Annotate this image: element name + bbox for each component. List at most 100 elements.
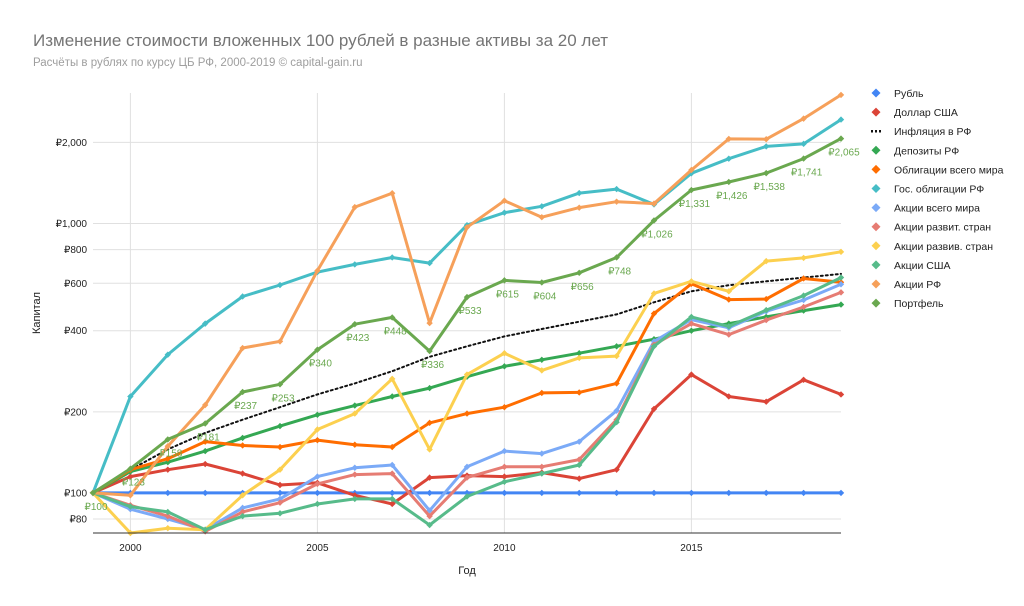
- data-point: [202, 526, 209, 533]
- legend-swatch: [871, 279, 881, 289]
- data-point: [426, 319, 433, 327]
- data-point: [837, 281, 845, 288]
- data-point: [800, 489, 807, 497]
- data-point: [202, 447, 209, 455]
- data-point: [725, 155, 732, 162]
- data-point: [725, 323, 732, 330]
- legend-swatch: [871, 260, 881, 270]
- data-point: [837, 274, 845, 281]
- data-label: ₽656: [571, 282, 594, 293]
- data-point: [501, 447, 508, 455]
- data-point: [127, 492, 134, 499]
- data-point: [351, 492, 358, 499]
- data-point: [800, 140, 807, 148]
- data-point: [202, 489, 209, 497]
- data-point: [576, 475, 583, 482]
- data-point: [276, 381, 284, 388]
- data-point: [800, 275, 807, 282]
- data-point: [837, 248, 845, 256]
- data-label: ₽2,065: [828, 148, 860, 159]
- data-point: [800, 376, 807, 383]
- legend-label: Акции США: [894, 260, 950, 272]
- data-point: [650, 217, 658, 224]
- data-point: [127, 473, 134, 480]
- data-point: [538, 463, 545, 471]
- data-point: [538, 356, 545, 363]
- data-point: [501, 478, 508, 485]
- data-point: [763, 398, 770, 405]
- data-point: [576, 204, 583, 211]
- data-point: [202, 320, 209, 327]
- data-point: [239, 504, 246, 512]
- y-tick-label: ₽80: [70, 515, 88, 526]
- data-point: [426, 474, 433, 481]
- data-point: [837, 489, 845, 497]
- y-tick-label: ₽1,000: [56, 219, 88, 230]
- data-point: [389, 393, 396, 400]
- data-point: [239, 508, 246, 516]
- data-point: [725, 135, 732, 143]
- data-point: [613, 466, 620, 473]
- data-point: [389, 500, 396, 508]
- data-point: [613, 380, 620, 387]
- data-point: [239, 512, 246, 520]
- data-point: [463, 224, 471, 231]
- data-point: [688, 371, 695, 378]
- data-point: [127, 393, 134, 400]
- data-label: ₽340: [309, 359, 332, 370]
- data-point: [837, 391, 845, 398]
- data-point: [688, 186, 695, 194]
- data-label: ₽1,026: [641, 229, 673, 240]
- data-point: [202, 420, 209, 427]
- y-tick-label: ₽800: [64, 245, 87, 256]
- data-point: [688, 489, 695, 497]
- data-point: [688, 278, 695, 285]
- data-label: ₽123: [122, 478, 145, 489]
- chart-subtitle: Расчёты в рублях по курсу ЦБ РФ, 2000-20…: [33, 57, 363, 69]
- data-point: [351, 471, 358, 478]
- data-point: [426, 446, 433, 453]
- data-point: [837, 301, 845, 308]
- legend-swatch: [871, 107, 881, 117]
- data-point: [725, 178, 732, 186]
- data-point: [725, 393, 732, 400]
- data-point: [389, 495, 396, 503]
- legend-swatch: [871, 203, 881, 213]
- data-point: [650, 200, 658, 207]
- data-point: [763, 295, 770, 303]
- data-point: [650, 489, 658, 497]
- data-point: [351, 203, 358, 211]
- data-point: [501, 209, 508, 216]
- x-axis-title: Год: [458, 565, 476, 577]
- data-point: [276, 466, 284, 473]
- data-label: ₽100: [84, 502, 107, 513]
- data-point: [837, 116, 845, 123]
- x-tick-label: 2000: [119, 543, 142, 554]
- data-point: [164, 508, 171, 516]
- data-point: [276, 281, 284, 289]
- data-point: [538, 203, 545, 210]
- x-tick-label: 2015: [680, 543, 703, 554]
- x-tick-label: 2005: [306, 543, 329, 554]
- data-label: ₽748: [608, 266, 631, 277]
- legend-label: Портфель: [894, 298, 944, 310]
- axes: 2000 2005 2010 2015 ₽80 ₽100 ₽200 ₽400 ₽600 ₽800 ₽…: [56, 138, 841, 554]
- data-point: [501, 197, 508, 204]
- data-point: [463, 493, 471, 500]
- data-point: [164, 512, 171, 520]
- data-point: [725, 288, 732, 295]
- data-point: [351, 261, 358, 268]
- data-point: [688, 166, 695, 174]
- data-point: [276, 422, 284, 430]
- data-point: [314, 473, 321, 480]
- data-point: [650, 343, 658, 350]
- data-point: [239, 344, 246, 352]
- legend-label: Инфляция в РФ: [894, 126, 971, 138]
- legend-label: Облигации всего мира: [894, 164, 1004, 176]
- y-tick-label: ₽100: [64, 488, 87, 499]
- data-point: [314, 411, 321, 418]
- data-point: [276, 510, 284, 517]
- data-point: [538, 450, 545, 457]
